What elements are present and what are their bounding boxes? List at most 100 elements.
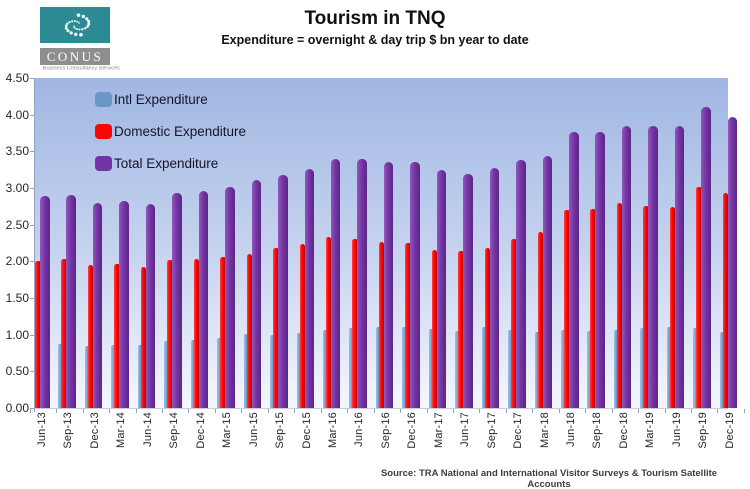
y-axis-label: 4.00 bbox=[5, 107, 29, 122]
x-axis-label: Sep-15 bbox=[274, 412, 287, 449]
bar-intl-sep-14 bbox=[164, 341, 169, 408]
bar-dom-jun-19 bbox=[669, 207, 676, 408]
x-axis-label: Jun-19 bbox=[670, 412, 683, 447]
bar-dom-dec-13 bbox=[87, 265, 94, 408]
x-axis-label: Jun-18 bbox=[565, 412, 577, 447]
bar-tot-mar-15 bbox=[225, 187, 235, 408]
x-axis-tick bbox=[505, 409, 507, 413]
bar-dom-sep-18 bbox=[590, 208, 596, 408]
x-axis-tick bbox=[29, 409, 31, 413]
bar-intl-mar-16 bbox=[322, 329, 328, 408]
x-axis-label: Sep-18 bbox=[591, 412, 604, 449]
bar-tot-dec-18 bbox=[621, 125, 632, 408]
logo-swirl-dot bbox=[73, 20, 76, 23]
legend-label: Intl Expenditure bbox=[114, 92, 208, 107]
bar-tot-dec-13 bbox=[92, 202, 103, 408]
logo-swirl-dot bbox=[87, 22, 91, 26]
bar-intl-jun-19 bbox=[666, 327, 672, 408]
legend-item: Domestic Expenditure bbox=[95, 124, 246, 139]
bar-dom-jun-15 bbox=[246, 254, 253, 408]
logo-swirl-dot bbox=[68, 20, 71, 24]
bar-intl-sep-13 bbox=[58, 344, 63, 408]
y-axis-label: 2.00 bbox=[5, 254, 29, 269]
bar-tot-sep-15 bbox=[278, 174, 288, 408]
logo-swirl-dot bbox=[73, 25, 75, 27]
logo-swirl-dot bbox=[78, 28, 81, 31]
bar-tot-sep-14 bbox=[172, 193, 182, 408]
y-axis-tick bbox=[30, 114, 35, 116]
bar-intl-dec-16 bbox=[402, 327, 407, 408]
logo-band: CONUS bbox=[40, 48, 110, 65]
logo-swirl-dot bbox=[81, 14, 85, 19]
y-axis-label: 2.50 bbox=[5, 217, 29, 232]
bar-intl-jun-18 bbox=[561, 330, 566, 408]
y-axis-tick bbox=[30, 334, 35, 336]
bar-tot-sep-17 bbox=[489, 167, 500, 408]
y-axis-label: 1.50 bbox=[5, 291, 29, 305]
bar-dom-jun-13 bbox=[35, 260, 41, 408]
x-axis-tick bbox=[188, 409, 190, 413]
bar-intl-mar-14 bbox=[111, 344, 116, 408]
bar-tot-jun-18 bbox=[569, 132, 579, 408]
x-axis-tick bbox=[109, 409, 111, 413]
bar-dom-dec-14 bbox=[193, 259, 200, 408]
x-axis-label: Dec-16 bbox=[406, 412, 419, 449]
logo-swirl-dot bbox=[85, 17, 89, 21]
logo-swirl-dot bbox=[66, 22, 69, 25]
legend-swatch-icon bbox=[95, 156, 112, 171]
x-axis-tick bbox=[664, 409, 666, 413]
x-axis-tick bbox=[214, 409, 216, 413]
bar-tot-dec-16 bbox=[410, 162, 420, 408]
x-axis-label: Jun-13 bbox=[36, 412, 48, 447]
x-axis-label: Mar-14 bbox=[115, 412, 128, 449]
x-axis-tick bbox=[585, 409, 587, 413]
x-axis-label: Sep-14 bbox=[168, 412, 181, 449]
x-axis-label: Mar-17 bbox=[432, 412, 445, 449]
bar-intl-mar-15 bbox=[217, 338, 222, 408]
bar-dom-sep-14 bbox=[167, 259, 173, 408]
y-axis-label: 0.50 bbox=[5, 364, 29, 379]
logo-swirl-dot bbox=[74, 27, 76, 30]
logo-swirl-icon bbox=[40, 7, 110, 43]
logo-swirl-dot bbox=[81, 28, 84, 31]
bar-tot-jun-14 bbox=[145, 204, 156, 408]
legend-swatch-icon bbox=[95, 92, 112, 107]
x-axis-tick bbox=[294, 409, 296, 413]
logo-swirl-dot bbox=[71, 20, 74, 23]
legend-item: Total Expenditure bbox=[95, 156, 246, 171]
y-axis-tick bbox=[30, 188, 35, 189]
bar-intl-sep-19 bbox=[693, 328, 698, 408]
x-axis-label: Sep-19 bbox=[697, 412, 710, 449]
bar-intl-sep-18 bbox=[587, 331, 592, 408]
x-axis-tick bbox=[717, 409, 719, 413]
x-axis-tick bbox=[479, 409, 481, 413]
bar-tot-jun-13 bbox=[40, 196, 50, 408]
bar-tot-dec-14 bbox=[198, 190, 209, 408]
bar-tot-mar-16 bbox=[330, 158, 341, 408]
bar-dom-jun-18 bbox=[564, 210, 570, 408]
y-axis-tick bbox=[30, 261, 35, 263]
y-axis-line bbox=[34, 78, 35, 412]
x-axis-tick bbox=[267, 409, 269, 413]
logo-swirl-dot bbox=[74, 32, 78, 36]
bar-dom-jun-14 bbox=[140, 267, 147, 408]
y-axis-tick bbox=[30, 151, 35, 153]
logo-swirl-dot bbox=[87, 19, 91, 23]
bar-tot-dec-17 bbox=[516, 160, 526, 408]
x-axis-label: Jun-17 bbox=[459, 412, 472, 447]
legend-label: Domestic Expenditure bbox=[114, 124, 247, 139]
x-axis-tick bbox=[452, 409, 454, 413]
x-axis-tick bbox=[373, 409, 375, 413]
bar-dom-mar-15 bbox=[220, 256, 226, 408]
x-axis-label: Mar-15 bbox=[221, 412, 234, 449]
bar-intl-jun-15 bbox=[243, 333, 249, 408]
bar-dom-mar-17 bbox=[431, 249, 438, 408]
x-axis-tick bbox=[558, 409, 560, 413]
bar-intl-mar-17 bbox=[428, 328, 434, 408]
logo-swirl-dot bbox=[84, 26, 87, 30]
x-axis-label: Sep-16 bbox=[379, 412, 392, 449]
x-axis-label: Dec-15 bbox=[300, 412, 313, 449]
logo-swirl-dot bbox=[76, 20, 78, 23]
bar-dom-mar-19 bbox=[643, 205, 649, 408]
